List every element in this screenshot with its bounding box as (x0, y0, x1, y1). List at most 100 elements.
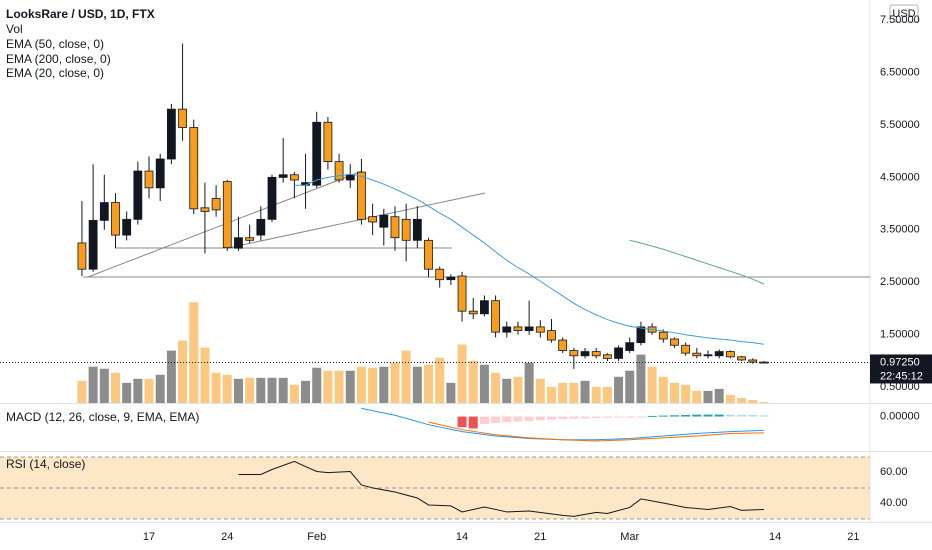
drawn-line (227, 192, 486, 249)
y-tick-label: 4.50000 (880, 171, 920, 183)
volume-bar (513, 376, 523, 403)
volume-bar (502, 378, 512, 403)
macd-hist-bar (692, 414, 702, 417)
volume-bar (166, 350, 176, 403)
volume-bar (569, 382, 579, 403)
macd-hist-bar (636, 416, 646, 418)
candle-body (692, 352, 702, 357)
candle-body (401, 218, 411, 241)
last-price-label: 0.97250 (880, 356, 920, 368)
x-tick-label: Mar (620, 531, 639, 543)
volume-bar (110, 372, 120, 403)
macd-hist-bar (558, 416, 568, 420)
candle-body (759, 361, 769, 364)
volume-bar (77, 380, 87, 403)
candle-body (491, 300, 500, 333)
volume-bar (580, 380, 590, 403)
volume-bar (301, 380, 311, 403)
volume-bar (491, 372, 501, 403)
candle-body (412, 218, 422, 241)
candle-body (737, 356, 746, 361)
candle-body (614, 347, 623, 359)
candle-body (122, 218, 132, 236)
candle-body (289, 174, 299, 181)
volume-bar (714, 388, 724, 403)
volume-bar (681, 384, 691, 403)
volume-bar (189, 302, 199, 403)
volume-bar (256, 377, 266, 403)
x-tick-label: 21 (847, 531, 859, 543)
volume-bar (133, 378, 143, 403)
y-tick-label: 0.50000 (880, 381, 920, 393)
volume-bar (759, 401, 769, 403)
volume-bar (390, 362, 400, 403)
title: LooksRare / USD, 1D, FTX (6, 7, 155, 21)
candle-body (77, 242, 87, 270)
x-tick-label: 14 (769, 531, 781, 543)
volume-bar (647, 366, 657, 403)
y-tick-label: 60.00 (880, 466, 908, 478)
candle-body (580, 351, 590, 357)
volume-bar (345, 370, 355, 403)
ema-line (294, 173, 764, 345)
volume-bar (535, 378, 545, 403)
x-tick-label: 21 (534, 531, 546, 543)
candle-body (658, 331, 668, 340)
candle-body (144, 170, 154, 189)
candle-body (636, 326, 646, 344)
candle-body (468, 310, 478, 315)
y-tick-label: 6.50000 (880, 66, 920, 78)
macd-hist-bar (491, 416, 501, 423)
candle-body (591, 351, 601, 357)
candle-body (111, 202, 120, 236)
volume-bar (424, 364, 434, 403)
volume-bar (669, 382, 679, 403)
macd-hist-bar (658, 415, 668, 417)
currency-badge[interactable] (889, 4, 919, 23)
volume-bar (725, 394, 735, 403)
candle-body (256, 218, 266, 236)
candle-body (714, 351, 724, 357)
y-tick-label: 40.00 (880, 497, 908, 509)
macd-hist-bar (725, 414, 735, 417)
volume-bar (412, 366, 422, 403)
candle-body (178, 108, 187, 128)
volume-bar (446, 382, 456, 403)
macd-hist-bar (759, 415, 769, 417)
last-price-badge (870, 354, 932, 384)
volume-bar (546, 386, 556, 403)
macd-hist-bar (457, 416, 467, 428)
volume-bar (524, 362, 534, 403)
candle-body (725, 351, 735, 358)
candle-body (625, 342, 635, 351)
x-tick-label: 24 (221, 531, 233, 543)
candle-body (99, 202, 109, 221)
candle-body (312, 121, 322, 186)
macd-hist-bar (580, 416, 590, 419)
macd-hist-bar (614, 416, 624, 418)
candle-body (390, 216, 400, 239)
volume-bar (658, 376, 668, 403)
volume-bar (211, 372, 221, 403)
macd-hist-bar (737, 414, 747, 417)
macd-hist-bar (546, 416, 556, 420)
candle-body (357, 171, 366, 220)
candle-body (457, 275, 467, 312)
volume-bar (468, 360, 478, 403)
x-tick-label: Feb (307, 531, 326, 543)
candle-body (703, 354, 713, 357)
macd-hist-bar (669, 415, 679, 417)
candle-body (748, 359, 758, 363)
candle-body (558, 339, 568, 351)
volume-bar (278, 377, 288, 403)
candle-body (267, 176, 277, 220)
volume-bar (88, 366, 98, 403)
macd-hist-bar (681, 414, 691, 417)
macd-title: MACD (12, 26, close, 9, EMA, EMA) (6, 410, 199, 424)
macd-hist-bar (714, 414, 724, 417)
volume-bar (222, 374, 232, 403)
currency: USD (892, 8, 915, 20)
volume-bar (334, 370, 344, 403)
macd-line (428, 421, 764, 442)
